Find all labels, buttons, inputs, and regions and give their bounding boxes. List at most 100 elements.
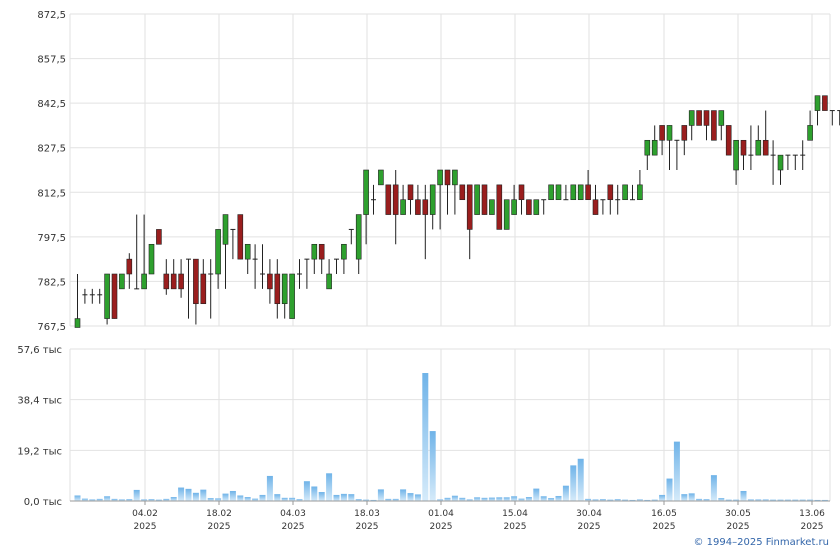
volume-bar	[762, 499, 769, 501]
candle	[208, 259, 214, 319]
volume-bar	[266, 475, 273, 501]
candle	[748, 125, 754, 170]
volume-bar	[229, 490, 236, 501]
candle	[770, 140, 776, 185]
candle	[378, 169, 384, 186]
date-tick-label: 18.03	[354, 509, 380, 519]
date-axis-labels: 04.02 2025 18.02 2025 04.03 2025 18.03 2025 01.0…	[132, 501, 825, 532]
date-tick-year: 2025	[356, 522, 379, 532]
candle	[170, 259, 177, 290]
candle	[762, 110, 769, 156]
candle-body-up	[437, 169, 443, 186]
candle-body-down	[170, 273, 177, 290]
candle-body-up	[718, 110, 725, 126]
volume-bar	[111, 498, 118, 501]
candle-body-down	[481, 184, 488, 215]
volume-bar	[207, 498, 214, 501]
volume-bar	[511, 496, 518, 501]
date-tick-label: 16.05	[651, 509, 677, 519]
candle-body-down	[178, 273, 184, 290]
candle	[637, 170, 643, 201]
candle-body-down	[459, 184, 466, 201]
volume-bar	[747, 499, 754, 501]
candle	[511, 184, 517, 215]
candle	[415, 184, 421, 215]
volume-bar	[651, 499, 658, 501]
candle-body-up	[429, 184, 436, 215]
volume-series	[74, 373, 828, 501]
volume-bar	[770, 499, 777, 501]
candle	[496, 184, 503, 230]
volume-bar	[237, 495, 244, 501]
candle	[126, 253, 133, 289]
date-tick-year: 2025	[430, 522, 453, 532]
candle-body-up	[281, 273, 288, 305]
candle	[615, 184, 621, 215]
volume-bar	[481, 497, 488, 501]
candle	[777, 154, 784, 185]
candle-body-up	[666, 125, 673, 141]
candle-body-down	[592, 199, 599, 215]
candle-body-up	[807, 125, 813, 141]
candle-body-up	[141, 273, 147, 290]
volume-bar	[821, 499, 828, 501]
volume-bar	[696, 498, 703, 501]
candle	[156, 229, 162, 245]
candle	[82, 288, 88, 304]
candle-body-down	[267, 273, 273, 290]
candle-body-up	[148, 243, 155, 275]
candle	[503, 199, 510, 230]
volume-bar	[96, 498, 103, 501]
candle	[318, 243, 325, 274]
candle	[385, 184, 392, 215]
volume-bar	[163, 498, 170, 501]
volume-bar	[562, 485, 569, 501]
volume-bar	[311, 486, 318, 501]
candle-body-down	[703, 110, 710, 126]
volume-bar	[437, 499, 444, 501]
candle	[178, 259, 184, 298]
volume-bar	[659, 494, 666, 501]
volume-bar	[784, 499, 791, 501]
volume-bar	[503, 497, 510, 501]
candle	[651, 125, 658, 156]
candle	[585, 170, 591, 201]
candle-body-down	[822, 95, 828, 111]
volume-bar	[814, 499, 821, 501]
volume-bar	[178, 487, 185, 501]
candle-body-down	[496, 184, 503, 230]
candle-body-up	[326, 273, 332, 290]
candle-body-up	[363, 169, 369, 215]
candle	[592, 184, 599, 215]
candle	[518, 184, 525, 215]
volume-bar	[200, 489, 207, 501]
date-tick-year: 2025	[504, 522, 527, 532]
candle	[600, 199, 606, 215]
price-tick-label: 857,5	[37, 55, 66, 66]
copyright-text[interactable]: © 1994–2025 Finmarket.ru	[693, 537, 829, 548]
candle	[792, 154, 798, 170]
candle	[186, 258, 191, 319]
volume-bar	[104, 496, 111, 501]
candle	[244, 243, 251, 274]
volume-bar	[185, 488, 192, 501]
candle	[97, 288, 103, 304]
candle	[688, 110, 695, 141]
candle-body-down	[274, 273, 281, 305]
date-tick-label: 30.05	[725, 509, 751, 519]
candle-body-up	[814, 95, 821, 111]
volume-bar	[444, 497, 451, 501]
candle	[111, 273, 118, 319]
volume-bar	[333, 494, 340, 501]
date-tick-year: 2025	[801, 522, 824, 532]
price-tick-label: 812,5	[37, 188, 66, 199]
candle	[304, 258, 310, 289]
candle	[429, 184, 436, 230]
candle	[371, 184, 376, 215]
candle	[755, 125, 762, 156]
candle	[363, 169, 369, 245]
volume-bar	[644, 499, 651, 501]
candle-body-up	[637, 184, 643, 201]
candle-body-up	[104, 273, 110, 319]
volume-bar	[518, 498, 525, 501]
